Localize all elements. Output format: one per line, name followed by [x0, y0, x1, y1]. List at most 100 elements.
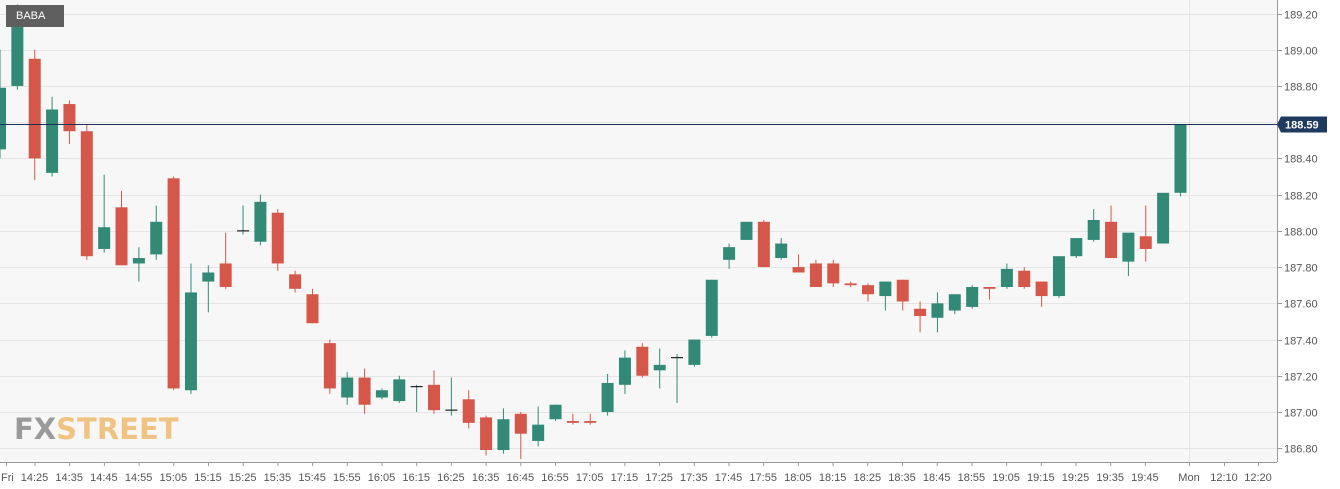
candle-up: [532, 406, 545, 447]
axes: 189.20189.00188.80188.60188.40188.20188.…: [0, 0, 1318, 484]
candle-body: [132, 258, 145, 264]
candle-body: [775, 243, 788, 259]
last-price-label: 188.59: [1285, 120, 1319, 132]
candle-up: [0, 49, 6, 159]
candle-body: [566, 421, 579, 423]
x-tick-label: 17:05: [576, 472, 604, 484]
candle-body: [844, 283, 857, 286]
candle-body: [757, 221, 770, 268]
x-tick-label: 19:35: [1096, 472, 1124, 484]
candle-up: [1052, 256, 1065, 298]
y-tick-label: 187.20: [1284, 372, 1318, 384]
x-tick-label: 15:55: [333, 472, 361, 484]
candle-up: [740, 221, 753, 240]
candle-body: [202, 272, 215, 282]
candle-body: [931, 303, 944, 318]
candle-up: [601, 373, 614, 416]
candle-body: [1018, 270, 1031, 287]
candle-down: [584, 413, 597, 425]
candle-body: [341, 377, 354, 398]
x-tick-label: 18:15: [819, 472, 847, 484]
candle-body: [514, 413, 527, 434]
candle-down: [862, 283, 874, 302]
candle-body: [184, 292, 197, 391]
candle-up: [671, 354, 684, 403]
y-tick-label: 187.00: [1284, 408, 1318, 420]
candle-up: [723, 243, 736, 269]
candle-up: [549, 404, 562, 422]
candle-body: [827, 263, 840, 284]
candle-down: [809, 259, 822, 287]
x-tick-label: 19:05: [992, 472, 1020, 484]
candle-body: [601, 382, 614, 412]
x-tick-label: Fri: [1, 472, 14, 484]
y-tick-label: 186.80: [1284, 444, 1318, 456]
candle-up: [966, 285, 979, 309]
candle-body: [1035, 281, 1048, 297]
candle-up: [1087, 209, 1100, 242]
candle-down: [80, 123, 93, 260]
candle-body: [11, 22, 24, 86]
x-tick-label: 14:35: [55, 472, 83, 484]
candle-body: [63, 104, 76, 132]
x-tick-label: 18:35: [888, 472, 916, 484]
candle-down: [896, 279, 909, 311]
candle-body: [966, 286, 979, 307]
candle-up: [132, 247, 145, 282]
candle-body: [289, 274, 302, 289]
candle-up: [184, 263, 197, 394]
x-tick-label: 15:15: [194, 472, 222, 484]
candle-down: [1139, 205, 1152, 262]
x-tick-label: 19:15: [1027, 472, 1055, 484]
candle-body: [1052, 256, 1065, 297]
candle-body: [306, 294, 319, 324]
logo-fx: FX: [14, 412, 57, 446]
candle-up: [150, 205, 163, 260]
candle-down: [271, 209, 284, 271]
candle-down: [844, 281, 857, 287]
candle-body: [428, 384, 440, 411]
y-tick-label: 188.80: [1284, 82, 1318, 94]
candle-body: [723, 247, 736, 260]
candle-body: [636, 346, 649, 376]
candle-body: [358, 377, 371, 405]
x-tick-label: 14:55: [125, 472, 153, 484]
candle-body: [80, 131, 93, 257]
candle-body: [1070, 238, 1083, 257]
x-tick-label: 17:25: [645, 472, 673, 484]
candle-body: [914, 308, 927, 316]
x-tick-label: 19:45: [1131, 472, 1159, 484]
candle-down: [462, 390, 475, 429]
candle-body: [549, 404, 562, 420]
candle-up: [1070, 238, 1083, 259]
candle-body: [1174, 123, 1187, 193]
y-tick-label: 187.60: [1284, 299, 1318, 311]
x-tick-label: 18:25: [854, 472, 882, 484]
candle-up: [254, 194, 267, 246]
candle-body: [219, 263, 232, 287]
candle-body: [1157, 192, 1170, 244]
x-tick-label: 16:25: [437, 472, 465, 484]
x-tick-label: 18:55: [958, 472, 986, 484]
candle-up: [1157, 192, 1170, 244]
candle-body: [167, 178, 180, 389]
candle-up: [879, 281, 892, 311]
candle-up: [1122, 232, 1135, 277]
candle-body: [98, 227, 111, 249]
x-tick-label: 15:25: [229, 472, 257, 484]
candle-body: [740, 221, 753, 240]
candle-down: [1018, 267, 1031, 289]
candle-up: [618, 350, 631, 394]
y-tick-label: 189.20: [1284, 10, 1318, 22]
candle-down: [566, 413, 579, 425]
candle-body: [1087, 219, 1100, 240]
candle-up: [1174, 123, 1187, 197]
last-price-label-bg: [1277, 116, 1327, 133]
candle-up: [237, 205, 250, 235]
x-tick-label: 15:35: [264, 472, 292, 484]
candle-down: [1105, 205, 1118, 259]
candle-down: [792, 254, 805, 273]
candle-up: [1000, 263, 1013, 289]
candle-down: [428, 370, 440, 414]
candle-down: [983, 286, 996, 300]
